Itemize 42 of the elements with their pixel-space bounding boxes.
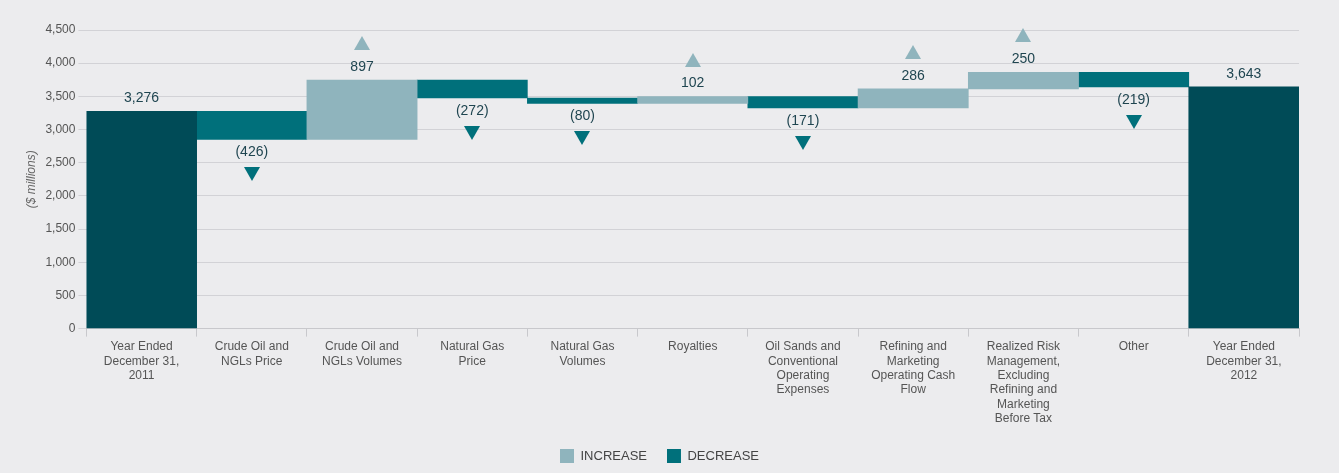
x-tick-label: Natural Gas Volumes	[550, 339, 615, 368]
y-tick-label: 2,000	[45, 188, 76, 203]
legend-label: INCREASE	[580, 447, 648, 463]
data-label: (171)	[786, 111, 820, 128]
bar	[1188, 86, 1299, 329]
data-label: 102	[681, 74, 705, 91]
bar	[86, 110, 197, 329]
data-label: 250	[1011, 50, 1036, 67]
x-tick-label: Crude Oil and NGLs Price	[214, 339, 289, 368]
x-tick-label: Royalties	[668, 339, 718, 354]
x-tick-label: Year Ended December 31, 2011	[103, 339, 180, 382]
y-axis-title: ($ millions)	[23, 150, 38, 209]
data-label: 897	[350, 57, 374, 74]
y-tick-label: 0	[68, 320, 76, 335]
data-label: 3,276	[124, 89, 160, 106]
data-label: (219)	[1117, 90, 1150, 107]
y-tick-label: 4,500	[45, 22, 76, 37]
data-label: (272)	[455, 101, 489, 118]
bar	[1078, 72, 1190, 88]
x-tick-label: Oil Sands and Conventional Operating Expenses	[765, 339, 841, 397]
legend-label: DECREASE	[687, 447, 760, 463]
x-tick-label: Natural Gas Price	[440, 339, 505, 368]
x-tick-label: Year Ended December 31, 2012	[1206, 339, 1282, 382]
x-tick-label: Crude Oil and NGLs Volumes	[321, 339, 403, 368]
y-tick-label: 1,500	[45, 221, 76, 236]
y-tick-label: 2,500	[45, 155, 76, 170]
x-tick-label: Refining and Marketing Operating Cash Flow	[871, 339, 956, 397]
y-tick-label: 500	[55, 287, 76, 302]
bar	[637, 96, 749, 104]
bar	[747, 96, 859, 109]
bar	[196, 110, 308, 140]
x-tick-label: Other	[1118, 339, 1149, 354]
data-label: (80)	[570, 107, 595, 124]
y-tick-label: 3,500	[45, 88, 76, 103]
y-tick-label: 1,000	[45, 254, 76, 269]
x-tick-label: Realized Risk Management, Excluding Refining and Marketing Before Tax	[986, 339, 1062, 426]
data-label: 3,643	[1226, 64, 1262, 81]
y-tick-label: 4,000	[45, 55, 76, 70]
data-label: 286	[901, 66, 926, 83]
y-tick-label: 3,000	[45, 121, 76, 136]
data-label: (426)	[235, 143, 269, 160]
bar	[306, 79, 418, 140]
